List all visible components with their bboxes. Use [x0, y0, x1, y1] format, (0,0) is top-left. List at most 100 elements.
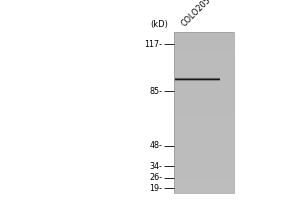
Bar: [174, 50, 234, 52]
Bar: [174, 164, 234, 167]
Bar: [174, 92, 234, 94]
Bar: [174, 110, 234, 112]
Bar: [174, 42, 234, 44]
Bar: [174, 44, 234, 46]
Bar: [174, 60, 234, 62]
Bar: [175, 81, 220, 82]
Bar: [174, 58, 234, 60]
Bar: [174, 98, 234, 100]
Bar: [174, 40, 234, 42]
Bar: [174, 112, 234, 115]
Bar: [174, 188, 234, 191]
Bar: [174, 90, 234, 92]
Bar: [174, 136, 234, 139]
Bar: [174, 172, 234, 175]
Bar: [174, 122, 234, 125]
Bar: [174, 124, 234, 127]
Bar: [174, 166, 234, 169]
Bar: [174, 62, 234, 64]
Bar: [174, 72, 234, 74]
Bar: [174, 148, 234, 151]
Text: 117-: 117-: [144, 40, 162, 49]
Bar: [174, 70, 234, 72]
Bar: [174, 66, 234, 68]
Bar: [174, 158, 234, 161]
Bar: [174, 78, 234, 80]
Bar: [174, 134, 234, 137]
Bar: [174, 88, 234, 90]
Bar: [174, 152, 234, 155]
Bar: [174, 102, 234, 104]
Bar: [174, 138, 234, 141]
Bar: [174, 68, 234, 70]
Bar: [174, 162, 234, 165]
Bar: [174, 184, 234, 187]
Bar: [175, 81, 220, 82]
Bar: [174, 130, 234, 133]
Bar: [174, 108, 234, 110]
Bar: [174, 100, 234, 102]
Bar: [175, 77, 220, 78]
Bar: [174, 150, 234, 153]
Bar: [175, 78, 220, 79]
Bar: [174, 132, 234, 135]
Bar: [174, 146, 234, 149]
Bar: [174, 170, 234, 173]
Text: 19-: 19-: [149, 184, 162, 193]
Bar: [174, 82, 234, 84]
Bar: [174, 142, 234, 145]
Bar: [174, 114, 234, 117]
Bar: [174, 156, 234, 159]
Bar: [174, 118, 234, 121]
Bar: [174, 116, 234, 119]
Bar: [174, 144, 234, 147]
Bar: [174, 38, 234, 40]
Bar: [174, 86, 234, 88]
Bar: [174, 52, 234, 54]
Bar: [174, 56, 234, 58]
Bar: [174, 94, 234, 96]
Bar: [174, 54, 234, 56]
Bar: [175, 79, 220, 80]
Bar: [174, 186, 234, 189]
Bar: [174, 180, 234, 183]
Bar: [174, 182, 234, 185]
Bar: [175, 79, 220, 80]
Bar: [175, 79, 220, 80]
Bar: [174, 140, 234, 143]
Text: 48-: 48-: [149, 141, 162, 150]
Bar: [174, 64, 234, 66]
Bar: [174, 176, 234, 179]
Bar: [174, 174, 234, 177]
Bar: [174, 168, 234, 171]
Bar: [175, 77, 220, 78]
Bar: [174, 126, 234, 129]
Bar: [174, 160, 234, 163]
Bar: [174, 154, 234, 157]
Bar: [174, 104, 234, 106]
Bar: [174, 80, 234, 82]
Bar: [174, 32, 234, 193]
Bar: [174, 120, 234, 123]
Bar: [174, 178, 234, 181]
Bar: [175, 80, 220, 81]
Bar: [174, 76, 234, 78]
Text: COLO205: COLO205: [180, 0, 213, 28]
Text: 26-: 26-: [149, 173, 162, 182]
Text: (kD): (kD): [150, 20, 168, 29]
Bar: [174, 36, 234, 38]
Bar: [174, 128, 234, 131]
Bar: [174, 48, 234, 50]
Bar: [175, 80, 220, 81]
Bar: [174, 106, 234, 108]
Bar: [174, 46, 234, 48]
Bar: [174, 32, 234, 34]
Bar: [175, 78, 220, 79]
Bar: [174, 96, 234, 98]
Bar: [174, 190, 234, 193]
Bar: [174, 34, 234, 36]
Text: 85-: 85-: [149, 87, 162, 96]
Bar: [174, 84, 234, 86]
Text: 34-: 34-: [149, 162, 162, 171]
Bar: [174, 74, 234, 76]
